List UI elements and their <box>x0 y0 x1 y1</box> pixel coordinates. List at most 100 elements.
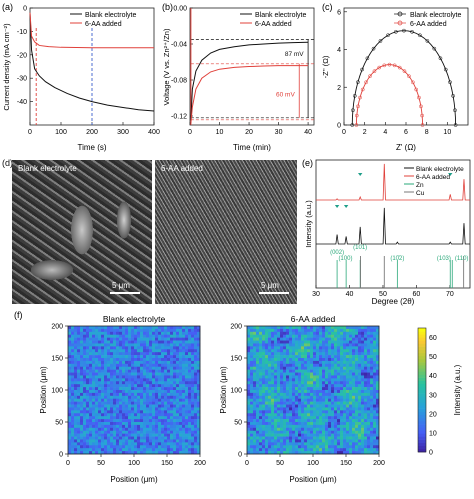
heatmap-cell <box>253 392 257 397</box>
heatmap-cell <box>164 390 168 394</box>
triangle-marker <box>334 205 340 208</box>
heatmap-cell <box>280 358 284 362</box>
heatmap-cell <box>104 395 108 400</box>
heatmap-cell <box>164 355 168 359</box>
heatmap-cell <box>101 355 105 359</box>
heatmap-cell <box>250 419 254 423</box>
heatmap-cell <box>158 448 162 452</box>
heatmap-cell <box>376 424 380 429</box>
heatmap-cell <box>197 328 201 333</box>
heatmap-cell <box>283 337 287 341</box>
heatmap-cell <box>173 427 177 432</box>
heatmap-cell <box>197 346 201 350</box>
heatmap-cell <box>89 398 93 402</box>
heatmap-cell <box>298 413 302 417</box>
heatmap-cell <box>265 346 269 350</box>
heatmap-cell <box>295 448 299 452</box>
heatmap-cell <box>191 395 195 400</box>
heatmap-cell <box>107 390 111 394</box>
heatmap-cell <box>268 366 272 370</box>
heatmap-cell <box>247 445 251 449</box>
heatmap-cell <box>68 451 72 455</box>
heatmap-cell <box>367 392 371 397</box>
heatmap-cell <box>167 427 171 432</box>
heatmap-cell <box>337 401 341 405</box>
heatmap-cell <box>77 398 81 402</box>
heatmap-cell <box>164 372 168 376</box>
heatmap-cell <box>155 442 159 446</box>
heatmap-cell <box>367 328 371 333</box>
heatmap-cell <box>253 439 257 443</box>
heatmap-cell <box>164 358 168 362</box>
heatmap-cell <box>77 328 81 333</box>
heatmap-cell <box>262 387 266 391</box>
heatmap-cell <box>155 430 159 434</box>
heatmap-cell <box>104 451 108 455</box>
heatmap-cell <box>349 439 353 443</box>
heatmap-cell <box>131 372 135 376</box>
heatmap-cell <box>307 398 311 402</box>
heatmap-cell <box>113 384 117 388</box>
heatmap-cell <box>367 334 371 338</box>
heatmap-cell <box>268 334 272 338</box>
heatmap-cell <box>179 360 183 365</box>
heatmap-cell <box>247 381 251 385</box>
heatmap-cell <box>307 378 311 382</box>
heatmap-cell <box>319 442 323 446</box>
heatmap-cell <box>95 392 99 397</box>
heatmap-cell <box>253 410 257 414</box>
heatmap-cell <box>250 355 254 359</box>
heatmap-cell <box>140 326 144 330</box>
heatmap-cell <box>158 340 162 344</box>
heatmap-cell <box>128 366 132 370</box>
heatmap-cell <box>185 436 189 440</box>
heatmap-cell <box>247 390 251 394</box>
heatmap-cell <box>271 395 275 400</box>
heatmap-cell <box>247 442 251 446</box>
heatmap-cell <box>301 395 305 400</box>
heatmap-cell <box>140 407 144 411</box>
heatmap-cell <box>92 390 96 394</box>
heatmap-cell <box>334 445 338 449</box>
heatmap-cell <box>194 328 198 333</box>
heatmap-cell <box>155 398 159 402</box>
heatmap-cell <box>316 442 320 446</box>
heatmap-cell <box>271 337 275 341</box>
heatmap-cell <box>170 375 174 379</box>
heatmap-cell <box>334 398 338 402</box>
heatmap-cell <box>125 390 129 394</box>
heatmap-cell <box>259 349 263 353</box>
heatmap-cell <box>122 442 126 446</box>
heatmap-cell <box>253 369 257 373</box>
heatmap-cell <box>74 436 78 440</box>
heatmap-cell <box>316 369 320 373</box>
heatmap-cell <box>301 427 305 432</box>
heatmap-cell <box>259 419 263 423</box>
heatmap-cell <box>361 375 365 379</box>
heatmap-cell <box>179 334 183 338</box>
heatmap-cell <box>337 369 341 373</box>
heatmap-cell <box>122 358 126 362</box>
heatmap-cell <box>373 416 377 420</box>
heatmap-cell <box>298 433 302 437</box>
heatmap-cell <box>316 398 320 402</box>
heatmap-cell <box>182 378 186 382</box>
heatmap-cell <box>274 395 278 400</box>
heatmap-cell <box>92 427 96 432</box>
heatmap-cell <box>98 328 102 333</box>
heatmap-cell <box>301 451 305 455</box>
heatmap-cell <box>68 375 72 379</box>
heatmap-cell <box>95 328 99 333</box>
heatmap-cell <box>131 427 135 432</box>
heatmap-cell <box>113 442 117 446</box>
heatmap-cell <box>131 451 135 455</box>
heatmap-cell <box>307 328 311 333</box>
heatmap-cell <box>149 369 153 373</box>
heatmap-cell <box>107 398 111 402</box>
heatmap-cell <box>74 392 78 397</box>
series-line <box>29 12 155 112</box>
heatmap-cell <box>295 451 299 455</box>
heatmap-cell <box>319 366 323 370</box>
heatmap-cell <box>322 436 326 440</box>
x-tick-label: 150 <box>161 460 173 467</box>
